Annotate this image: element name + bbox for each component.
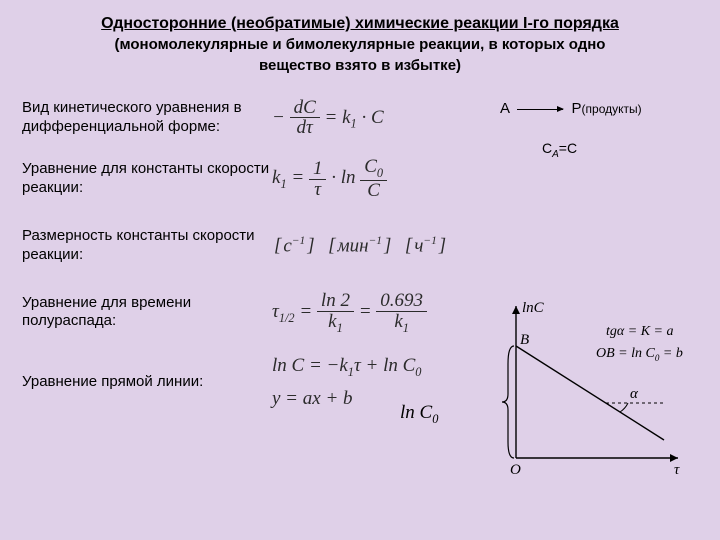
eq2r: = b (659, 346, 682, 361)
ca-rhs: =C (559, 140, 577, 156)
const-f2d: C (360, 181, 387, 201)
line2: y = ax + b (272, 388, 353, 409)
label-line: Уравнение прямой линии: (22, 373, 272, 392)
lnc0-s: 0 (432, 412, 438, 426)
chart-B: B (520, 332, 529, 348)
reaction-A: A (500, 100, 509, 117)
formula-dimension: [c−1] [мин−1] [ч−1] (272, 235, 448, 257)
half-d2s: 1 (403, 320, 409, 334)
line1-s2: 0 (415, 365, 421, 379)
formula-kinetic: − dCdτ = k1 · C (272, 98, 384, 139)
row-constant: Уравнение для константы скорости реакции… (22, 157, 698, 201)
ca-sub: A (552, 149, 559, 160)
chart: lnC B O τ α tgα = K = a OB = ln C0 = b (498, 298, 688, 478)
chart-O: O (510, 462, 521, 478)
dim2: мин (338, 235, 369, 256)
kin-num: dC (294, 97, 316, 118)
const-k-sub: 1 (280, 177, 286, 191)
line1-r: τ + ln C (354, 355, 415, 376)
formula-line: ln C = −k1τ + ln C0 y = ax + b (272, 350, 421, 415)
label-kinetic: Вид кинетического уравнения в дифференци… (22, 99, 272, 137)
ca-lhs: C (542, 140, 552, 156)
label-halflife: Уравнение для времени полураспада: (22, 294, 272, 332)
eq1r: = K = a (624, 324, 673, 339)
chart-eq2: OB = ln C0 = b (596, 346, 683, 363)
label-constant: Уравнение для константы скорости реакции… (22, 160, 272, 198)
subtitle-line-2: вещество взято в избытке) (22, 57, 698, 76)
formula-constant: k1 = 1τ · ln C0C (272, 157, 387, 201)
kin-c: · C (361, 106, 383, 127)
reaction-P: P (572, 100, 582, 117)
chart-eq1: tgα = K = a (606, 324, 673, 340)
row-dimension: Размерность константы скорости реакции: … (22, 227, 698, 265)
reaction-scheme: A P(продукты) (500, 100, 642, 117)
subtitle-line-1: (мономолекулярные и бимолекулярные реакц… (22, 36, 698, 55)
eq2: OB = ln C (596, 346, 655, 361)
half-n2: 0.693 (376, 291, 427, 312)
arrow-icon (517, 109, 563, 110)
eq1l: tg (606, 324, 617, 339)
line1-l: ln C = −k (272, 355, 348, 376)
half-tau: τ (272, 301, 279, 322)
const-f2n: C (364, 156, 377, 177)
kin-k-sub: 1 (351, 116, 357, 130)
half-n1: ln 2 (317, 291, 354, 312)
dim1: c (283, 235, 291, 256)
reaction-products: (продукты) (582, 102, 642, 116)
half-d2: k (394, 311, 402, 332)
const-f1n: 1 (309, 159, 327, 180)
const-f1d: τ (309, 180, 327, 200)
kin-den: dτ (297, 117, 313, 138)
label-dimension: Размерность константы скорости реакции: (22, 227, 272, 265)
half-sub: 1/2 (279, 311, 295, 325)
chart-ylab: lnC (522, 300, 545, 316)
half-d1s: 1 (337, 320, 343, 334)
chart-tau: τ (674, 462, 680, 478)
formula-halflife: τ1/2 = ln 2k1 = 0.693k1 (272, 291, 427, 335)
ca-equation: CA=C (542, 140, 577, 160)
chart-alpha: α (630, 386, 639, 402)
const-f2ns: 0 (377, 166, 383, 180)
page-title: Односторонние (необратимые) химические р… (22, 14, 698, 34)
half-d1: k (328, 311, 336, 332)
kin-k: k (342, 106, 350, 127)
const-ln: · ln (331, 168, 355, 189)
